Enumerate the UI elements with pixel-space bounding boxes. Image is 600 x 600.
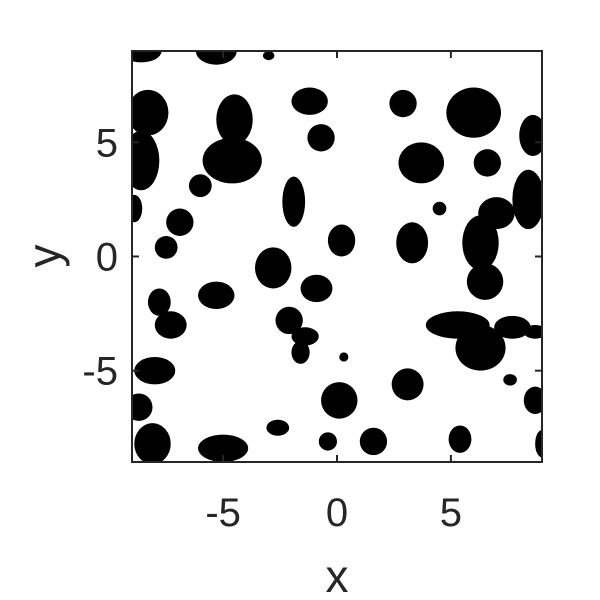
data-blob <box>132 51 162 63</box>
data-blob <box>154 311 187 339</box>
data-blob <box>523 325 542 339</box>
x-tick-label: 5 <box>440 491 462 535</box>
data-blob <box>134 423 171 462</box>
data-blob <box>307 124 335 152</box>
data-blob <box>391 368 424 401</box>
data-blob <box>519 114 542 157</box>
data-blob <box>455 325 506 371</box>
data-blob <box>262 51 275 61</box>
data-blob <box>255 247 292 289</box>
data-blob <box>339 352 349 362</box>
data-region-group <box>132 51 542 462</box>
data-blob <box>398 142 445 184</box>
data-blob <box>132 393 153 421</box>
data-blob <box>266 419 290 436</box>
data-blob <box>300 274 333 303</box>
data-blob <box>275 306 303 335</box>
data-blob <box>512 169 542 230</box>
data-blob <box>473 149 502 177</box>
x-axis-label: x <box>326 550 349 600</box>
data-blob <box>198 281 235 310</box>
data-blob <box>188 174 212 198</box>
data-blob <box>494 315 531 339</box>
data-blob <box>132 89 169 136</box>
data-blob <box>166 208 194 236</box>
data-blob <box>466 263 504 300</box>
y-tick-label: 0 <box>96 236 118 280</box>
x-tick-label: 0 <box>326 491 348 535</box>
data-blob <box>195 51 237 65</box>
data-blob <box>147 288 171 316</box>
data-blob <box>154 235 178 259</box>
data-blob <box>282 176 306 227</box>
data-blob <box>132 194 143 223</box>
data-blob <box>321 382 358 419</box>
data-blob <box>291 327 319 346</box>
y-axis-label: y <box>18 245 70 268</box>
data-blob <box>327 224 356 257</box>
data-blob <box>216 94 253 145</box>
data-blob <box>462 215 499 271</box>
y-tick-label: 5 <box>96 121 118 165</box>
data-blob <box>446 87 501 138</box>
data-blob <box>432 201 447 216</box>
data-blob <box>535 430 542 458</box>
data-blob <box>448 425 472 453</box>
data-blob <box>359 427 388 456</box>
data-blob <box>132 130 160 191</box>
y-tick-label: -5 <box>82 350 118 394</box>
data-blob <box>202 137 262 184</box>
data-blob <box>291 87 328 115</box>
x-tick-label: -5 <box>205 491 241 535</box>
data-blob <box>396 222 429 264</box>
data-blob <box>134 356 176 385</box>
data-blob <box>291 340 310 364</box>
data-blob <box>389 89 417 118</box>
data-blob <box>523 386 542 415</box>
tick-marks <box>132 51 542 462</box>
data-blob <box>318 432 337 451</box>
data-blob <box>503 374 517 386</box>
data-blob <box>198 434 249 462</box>
